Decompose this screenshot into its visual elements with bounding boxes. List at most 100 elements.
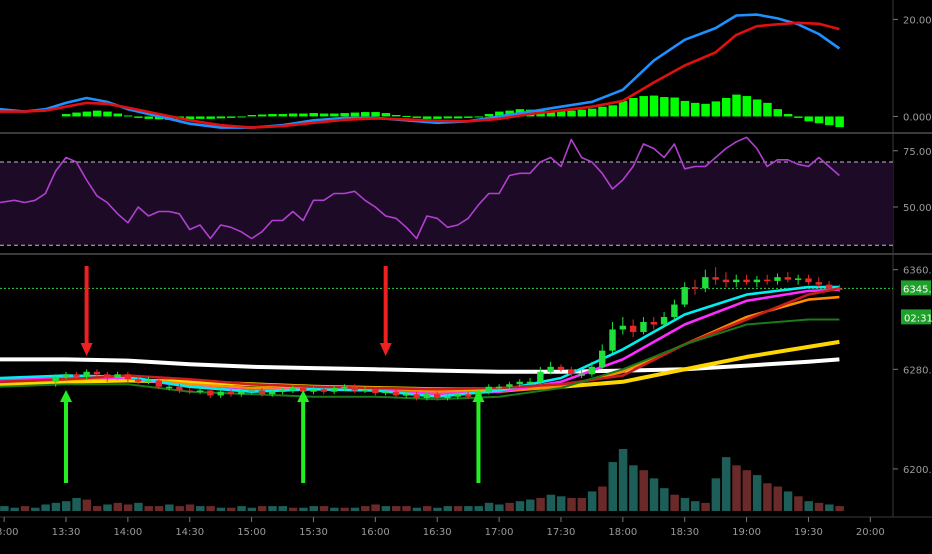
macd-histogram-bar[interactable] bbox=[422, 116, 432, 119]
macd-histogram-bar[interactable] bbox=[701, 103, 710, 117]
candlestick[interactable] bbox=[836, 284, 843, 293]
macd-histogram-bar[interactable] bbox=[577, 109, 587, 117]
macd-histogram-bar[interactable] bbox=[381, 113, 391, 117]
candlestick[interactable] bbox=[763, 274, 771, 285]
volume-bar[interactable] bbox=[113, 502, 123, 511]
macd-histogram-bar[interactable] bbox=[453, 116, 463, 119]
macd-histogram-bar[interactable] bbox=[196, 116, 205, 119]
candlestick[interactable] bbox=[815, 277, 822, 288]
candlestick[interactable] bbox=[134, 376, 142, 385]
rsi-panel[interactable] bbox=[0, 136, 893, 246]
volume-bar[interactable] bbox=[422, 506, 432, 511]
macd-histogram-bar[interactable] bbox=[691, 102, 700, 117]
candlestick[interactable] bbox=[495, 384, 503, 390]
volume-bar[interactable] bbox=[299, 507, 308, 511]
candlestick[interactable] bbox=[640, 317, 647, 335]
volume-bar[interactable] bbox=[546, 494, 556, 511]
volume-bar[interactable] bbox=[433, 507, 442, 511]
volume-bar[interactable] bbox=[309, 506, 318, 511]
volume-bar[interactable] bbox=[31, 507, 40, 511]
volume-bar[interactable] bbox=[783, 491, 793, 511]
macd-histogram-bar[interactable] bbox=[391, 114, 401, 117]
macd-panel[interactable] bbox=[0, 13, 844, 129]
volume-bar[interactable] bbox=[639, 470, 648, 511]
candlestick[interactable] bbox=[114, 371, 121, 381]
macd-histogram-bar[interactable] bbox=[556, 110, 566, 117]
macd-histogram-bar[interactable] bbox=[433, 116, 442, 119]
macd-histogram-bar[interactable] bbox=[629, 98, 638, 117]
volume-bar[interactable] bbox=[82, 499, 92, 511]
volume-bar[interactable] bbox=[608, 462, 618, 511]
volume-bar[interactable] bbox=[484, 502, 494, 511]
candlestick[interactable] bbox=[269, 389, 276, 397]
candlestick[interactable] bbox=[52, 374, 59, 387]
macd-histogram-bar[interactable] bbox=[278, 114, 288, 117]
macd-histogram-bar[interactable] bbox=[794, 116, 803, 118]
candlestick[interactable] bbox=[310, 386, 317, 395]
volume-bar[interactable] bbox=[319, 506, 329, 511]
macd-histogram-bar[interactable] bbox=[649, 95, 659, 117]
volume-bar[interactable] bbox=[350, 507, 360, 511]
candlestick[interactable] bbox=[588, 361, 596, 377]
candlestick[interactable] bbox=[330, 385, 338, 395]
macd-histogram-bar[interactable] bbox=[361, 112, 370, 117]
candlestick[interactable] bbox=[526, 378, 534, 385]
macd-histogram-bar[interactable] bbox=[660, 97, 669, 117]
macd-histogram-bar[interactable] bbox=[61, 114, 71, 117]
macd-histogram-bar[interactable] bbox=[711, 101, 721, 117]
macd-histogram-bar[interactable] bbox=[546, 110, 556, 117]
volume-bar[interactable] bbox=[154, 506, 164, 511]
buy-signal-arrow[interactable] bbox=[472, 390, 485, 483]
volume-bar[interactable] bbox=[526, 499, 535, 511]
candlestick[interactable] bbox=[537, 366, 544, 385]
candlestick[interactable] bbox=[155, 378, 163, 390]
macd-histogram-bar[interactable] bbox=[763, 102, 772, 117]
macd-series-line[interactable] bbox=[0, 21, 840, 129]
candlestick[interactable] bbox=[434, 391, 441, 401]
candlestick[interactable] bbox=[825, 280, 833, 290]
macd-histogram-bar[interactable] bbox=[216, 116, 226, 119]
volume-bar[interactable] bbox=[577, 497, 587, 511]
candlestick[interactable] bbox=[279, 387, 286, 395]
volume-bar[interactable] bbox=[732, 465, 741, 511]
macd-histogram-bar[interactable] bbox=[82, 111, 92, 117]
macd-histogram-bar[interactable] bbox=[752, 99, 762, 117]
volume-bar[interactable] bbox=[794, 496, 803, 511]
candlestick[interactable] bbox=[165, 384, 173, 391]
volume-bar[interactable] bbox=[226, 507, 236, 511]
macd-histogram-bar[interactable] bbox=[567, 110, 576, 117]
volume-bar[interactable] bbox=[629, 465, 638, 511]
macd-histogram-bar[interactable] bbox=[154, 116, 164, 120]
candlestick[interactable] bbox=[83, 369, 90, 380]
candlestick[interactable] bbox=[93, 369, 101, 377]
macd-histogram-bar[interactable] bbox=[474, 116, 483, 118]
macd-histogram-bar[interactable] bbox=[639, 96, 648, 117]
volume-bar[interactable] bbox=[752, 475, 762, 511]
volume-bar[interactable] bbox=[670, 494, 679, 511]
candlestick[interactable] bbox=[619, 317, 627, 335]
candlestick[interactable] bbox=[485, 384, 492, 395]
volume-bar[interactable] bbox=[216, 507, 226, 511]
macd-histogram-bar[interactable] bbox=[350, 112, 360, 117]
macd-histogram-bar[interactable] bbox=[330, 113, 339, 117]
volume-bar[interactable] bbox=[391, 506, 401, 511]
macd-histogram-bar[interactable] bbox=[742, 96, 752, 117]
candlestick[interactable] bbox=[145, 376, 152, 385]
candlestick[interactable] bbox=[403, 391, 410, 398]
candlestick[interactable] bbox=[712, 267, 719, 285]
macd-histogram-bar[interactable] bbox=[835, 116, 844, 128]
macd-histogram-bar[interactable] bbox=[92, 110, 102, 117]
candlestick[interactable] bbox=[516, 379, 523, 387]
candlestick[interactable] bbox=[681, 282, 688, 308]
candlestick[interactable] bbox=[609, 321, 616, 354]
candlestick[interactable] bbox=[722, 272, 730, 288]
candlestick[interactable] bbox=[464, 391, 472, 400]
candlestick[interactable] bbox=[176, 384, 183, 393]
macd-histogram-bar[interactable] bbox=[247, 114, 257, 117]
candlestick[interactable] bbox=[227, 389, 235, 397]
volume-bar[interactable] bbox=[268, 506, 277, 511]
volume-bar[interactable] bbox=[278, 506, 288, 511]
candlestick[interactable] bbox=[691, 279, 699, 295]
macd-histogram-bar[interactable] bbox=[412, 116, 422, 118]
